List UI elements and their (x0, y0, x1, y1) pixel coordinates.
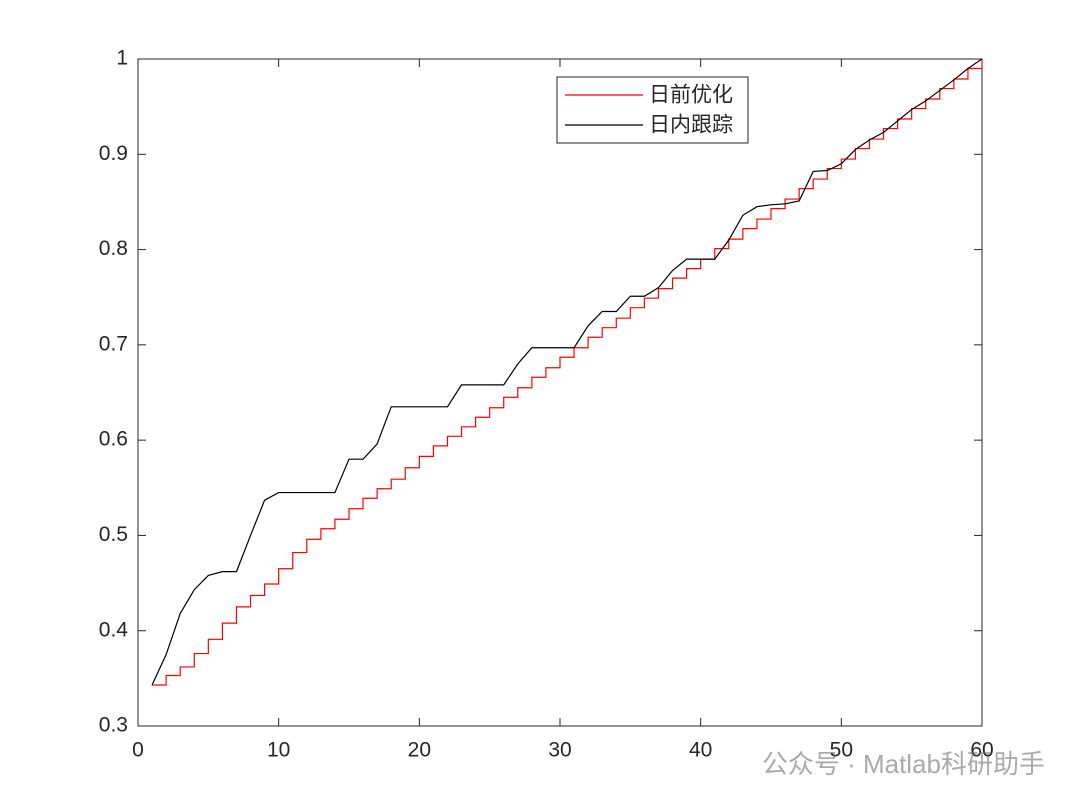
legend-label: 日前优化 (649, 84, 733, 107)
x-tick-label: 0 (132, 739, 144, 762)
y-tick-label: 1 (116, 47, 128, 70)
x-tick-label: 30 (548, 739, 571, 762)
legend-box (556, 76, 749, 144)
y-tick-label: 0.5 (99, 523, 128, 546)
watermark: 公众号 · Matlab科研助手 (762, 749, 1045, 779)
x-tick-label: 20 (408, 739, 431, 762)
y-tick-label: 0.3 (99, 714, 128, 737)
x-tick-label: 10 (267, 739, 290, 762)
y-tick-label: 0.4 (99, 618, 129, 641)
y-tick-label: 0.9 (99, 142, 128, 165)
y-tick-label: 0.7 (99, 332, 128, 355)
series-line (151, 58, 983, 686)
x-tick-label: 50 (830, 739, 853, 762)
y-tick-label: 0.8 (99, 237, 128, 260)
x-tick-label: 60 (970, 739, 993, 762)
plot-area (137, 58, 983, 727)
x-tick-label: 40 (689, 739, 712, 762)
y-tick-label: 0.6 (99, 428, 128, 451)
legend-label: 日内跟踪 (649, 114, 733, 137)
